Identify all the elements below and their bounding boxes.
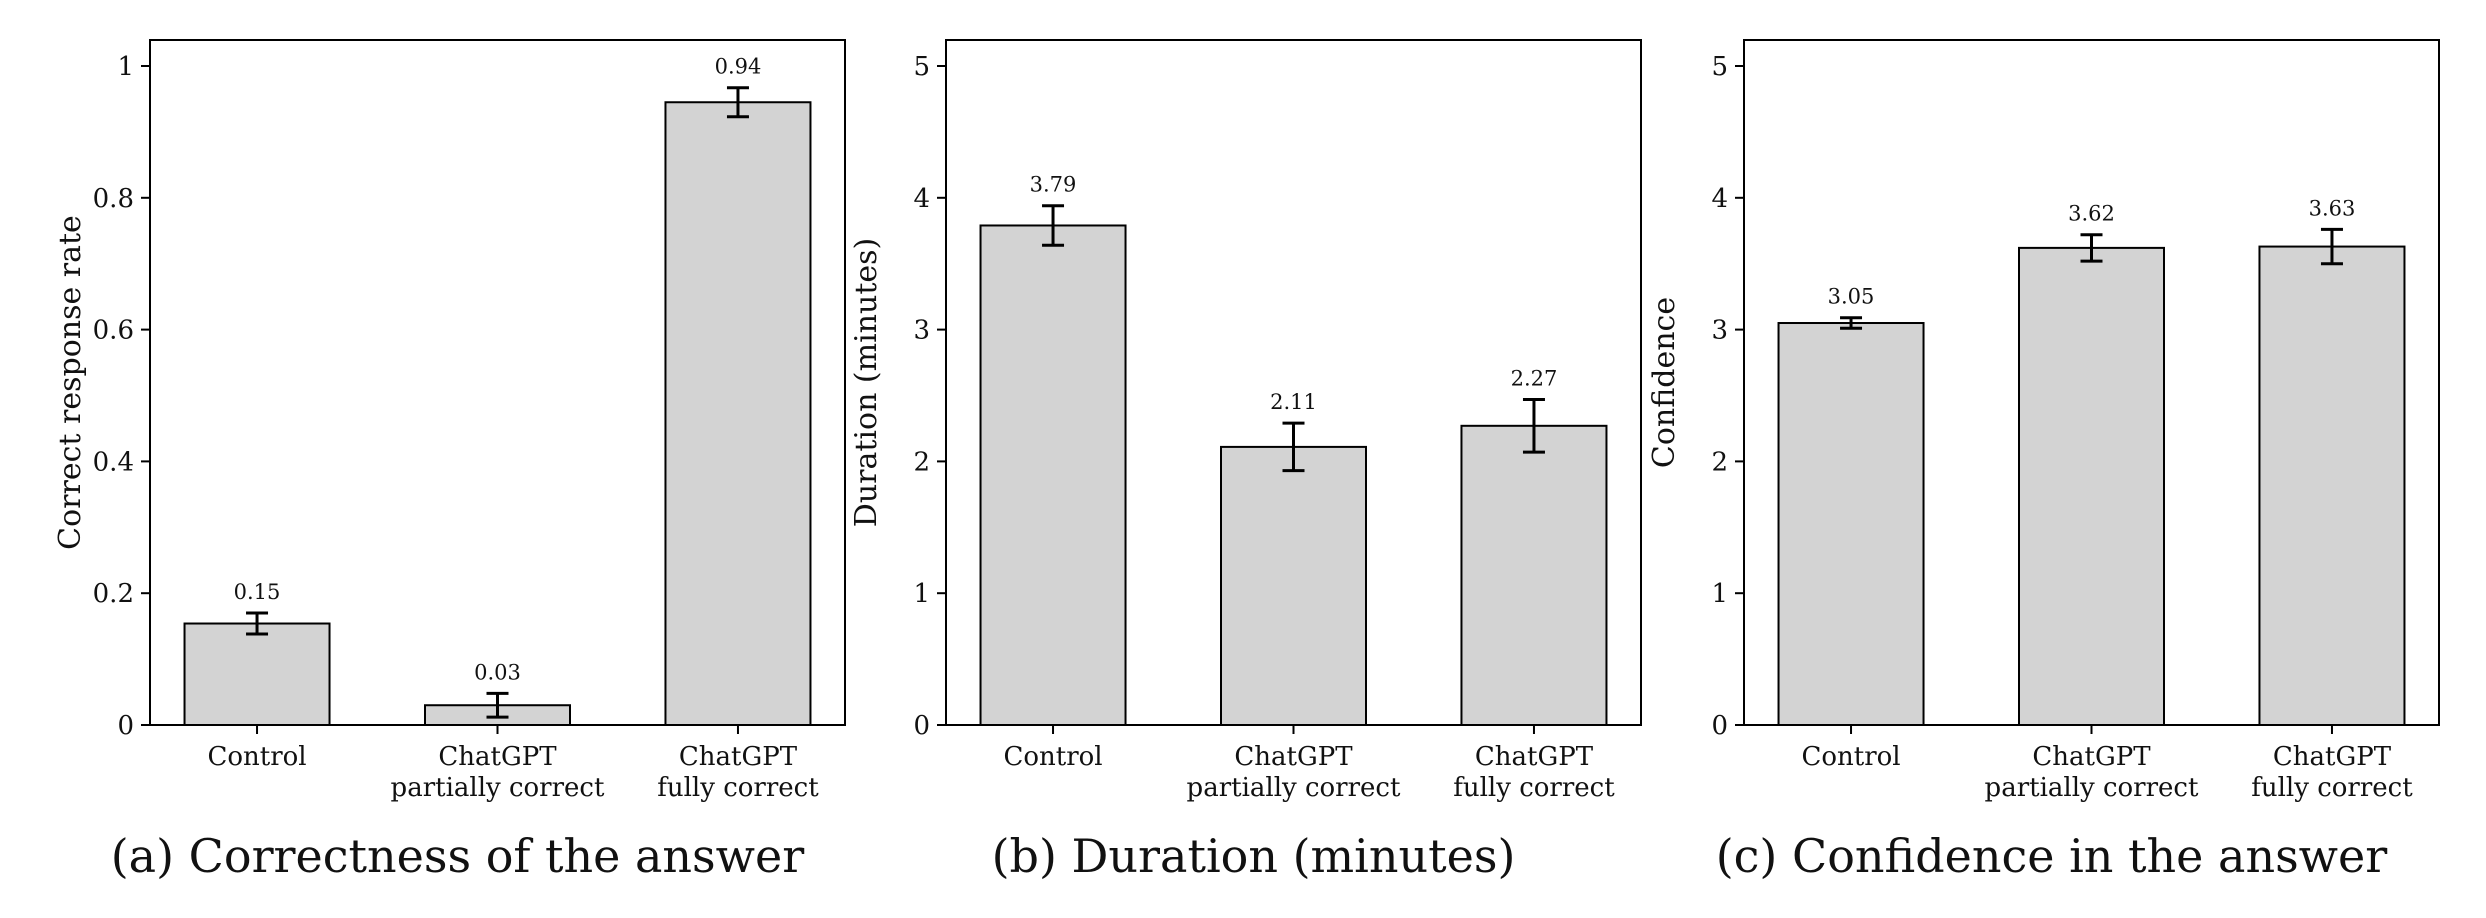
x-tick-label: ChatGPT xyxy=(1475,742,1594,772)
bar xyxy=(1220,445,1367,726)
data-label: 2.11 xyxy=(1270,390,1317,414)
data-label: 0.94 xyxy=(715,55,762,79)
x-tick-label: partially correct xyxy=(1985,773,2199,803)
x-tick-label: Control xyxy=(1801,742,1900,772)
chart-panel-3: 012345Confidence3.05Control3.62ChatGPTpa… xyxy=(1647,39,2440,883)
y-tick-label: 5 xyxy=(1711,52,1728,82)
subfigure-caption: (a) Correctness of the answer xyxy=(111,829,805,883)
subfigure-caption: (b) Duration (minutes) xyxy=(992,829,1516,883)
bar xyxy=(979,224,1127,726)
x-tick-label: partially correct xyxy=(391,773,605,803)
y-axis-label: Correct response rate xyxy=(53,215,88,550)
bar xyxy=(2258,245,2406,726)
x-tick-label: Control xyxy=(207,742,306,772)
bar xyxy=(1460,424,1608,726)
y-tick-label: 1 xyxy=(117,52,134,82)
data-label: 0.03 xyxy=(474,660,521,684)
y-tick-label: 0.2 xyxy=(93,579,134,609)
x-tick-label: Control xyxy=(1003,742,1102,772)
x-tick-label: fully correct xyxy=(1453,773,1615,803)
data-label: 3.62 xyxy=(2068,202,2115,226)
y-tick-label: 4 xyxy=(913,184,930,214)
bar xyxy=(2018,246,2165,726)
data-label: 0.15 xyxy=(234,580,281,604)
y-tick-label: 0 xyxy=(913,711,930,741)
y-tick-label: 0 xyxy=(1711,711,1728,741)
y-tick-label: 0.4 xyxy=(93,447,134,477)
x-tick-label: fully correct xyxy=(657,773,819,803)
data-label: 3.79 xyxy=(1030,173,1077,197)
subfigure-caption: (c) Confidence in the answer xyxy=(1716,829,2388,883)
bar xyxy=(664,101,812,727)
x-tick-label: ChatGPT xyxy=(679,742,798,772)
x-tick-label: ChatGPT xyxy=(1234,742,1353,772)
y-tick-label: 1 xyxy=(1711,579,1728,609)
data-label: 2.27 xyxy=(1511,366,1558,390)
y-tick-label: 1 xyxy=(913,579,930,609)
y-tick-label: 2 xyxy=(1711,447,1728,477)
x-tick-label: partially correct xyxy=(1187,773,1401,803)
x-tick-label: ChatGPT xyxy=(438,742,557,772)
y-tick-label: 0 xyxy=(117,711,134,741)
x-tick-label: ChatGPT xyxy=(2032,742,2151,772)
y-tick-label: 0.6 xyxy=(93,316,134,346)
x-tick-label: ChatGPT xyxy=(2273,742,2392,772)
y-tick-label: 3 xyxy=(1711,316,1728,346)
data-label: 3.05 xyxy=(1828,285,1875,309)
y-tick-label: 5 xyxy=(913,52,930,82)
y-tick-label: 0.8 xyxy=(93,184,134,214)
chart-panel-2: 0 1 2 3 4 5 Duration (minutes) 3.79 Control 2.11 C… xyxy=(849,39,1642,883)
chart-panel-1: 0 0.2 0.4 0.6 0.8 1 Correct response rate 0.15 C… xyxy=(53,39,846,883)
data-label: 3.63 xyxy=(2309,196,2356,220)
y-axis-label: Confidence xyxy=(1647,297,1682,468)
y-axis-label: Duration (minutes) xyxy=(849,238,884,527)
y-tick-label: 4 xyxy=(1711,184,1728,214)
bar xyxy=(183,622,331,726)
y-tick-label: 2 xyxy=(913,447,930,477)
bar xyxy=(1777,322,1925,726)
x-tick-label: fully correct xyxy=(2251,773,2413,803)
y-tick-label: 3 xyxy=(913,316,930,346)
